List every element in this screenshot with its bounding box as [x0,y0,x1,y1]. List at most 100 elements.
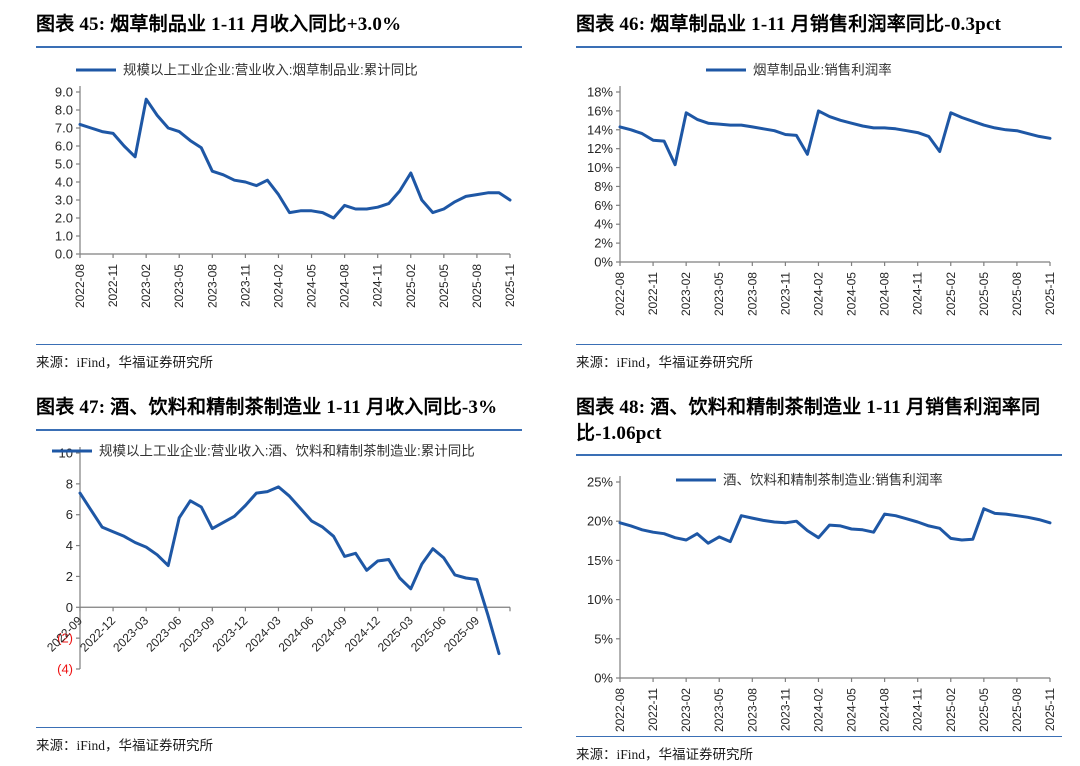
y-tick-label: 7.0 [55,120,73,135]
x-tick-label: 2022-12 [77,613,118,654]
y-tick-label: 9.0 [55,84,73,99]
figure-46-line-chart: 0% 2% 4% 6% 8% 10% 12% 14% 16% 18% 2022-08 2022-11 2… [587,61,1057,316]
x-tick-label: 2023-11 [778,271,792,314]
x-tick-label: 2025-11 [1043,271,1057,314]
x-tick-label: 2023-06 [143,613,184,654]
x-tick-label: 2022-11 [106,263,120,306]
y-tick-label: 14% [587,122,613,137]
figure-47-source: 来源：iFind，华福证券研究所 [36,727,522,754]
x-tick-label: 2024-11 [911,688,925,731]
y-tick-label: 5% [594,632,613,647]
y-tick-label: 1.0 [55,228,73,243]
figure-48-chart-wrap: 0% 5% 10% 15% 20% 25% 2022-08 2022-11 2023-02 202… [576,466,1062,736]
figure-45-title: 图表 45: 烟草制品业 1-11 月收入同比+3.0% [36,12,522,48]
panel-figure-45: 图表 45: 烟草制品业 1-11 月收入同比+3.0% 0.0 1.0 2.0 3.… [0,0,540,383]
figure-45-chart-wrap: 0.0 1.0 2.0 3.0 4.0 5.0 6.0 7.0 8.0 9.0 2022-08 202… [36,58,522,320]
y-tick-label: 4% [594,216,613,231]
figure-48-line-chart: 0% 5% 10% 15% 20% 25% 2022-08 2022-11 2023-02 202… [587,472,1057,733]
series-line [618,109,1052,166]
x-tick-label: 2023-05 [712,688,726,732]
panel-figure-46: 图表 46: 烟草制品业 1-11 月销售利润率同比-0.3pct 0% 2% 4%… [540,0,1080,383]
figure-48-title: 图表 48: 酒、饮料和精制茶制造业 1-11 月销售利润率同比-1.06pct [576,395,1062,457]
x-tick-label: 2024-12 [342,613,383,654]
x-tick-label: 2023-02 [139,263,153,307]
x-tick-label: 2024-08 [878,688,892,732]
x-tick-label: 2024-05 [845,688,859,732]
y-tick-label: 10 [59,445,73,460]
y-tick-label: 6% [594,197,613,212]
legend-label: 酒、饮料和精制茶制造业:销售利润率 [723,472,943,488]
x-tick-label: 2023-11 [778,688,792,731]
y-tick-label: 8% [594,179,613,194]
x-tick-label: 2025-08 [470,263,484,307]
y-tick-label: 0% [594,254,613,269]
x-tick-label: 2023-09 [176,613,217,654]
y-tick-label: 8 [66,476,73,491]
x-tick-label: 2023-08 [745,688,759,732]
y-tick-label: 10% [587,592,613,607]
panel-figure-47: 图表 47: 酒、饮料和精制茶制造业 1-11 月收入同比-3% (4) (2) 0… [0,383,540,766]
x-tick-label: 2025-05 [977,271,991,315]
x-tick-label: 2024-09 [309,613,350,654]
figure-48-source: 来源：iFind，华福证券研究所 [576,736,1062,763]
x-tick-label: 2023-11 [238,263,252,306]
x-tick-label: 2022-08 [613,688,627,732]
x-tick-label: 2022-09 [44,613,85,654]
x-tick-label: 2024-11 [371,263,385,306]
figure-46-source: 来源：iFind，华福证券研究所 [576,344,1062,371]
y-tick-label: 15% [587,553,613,568]
y-tick-label: 2 [66,569,73,584]
y-tick-label: 5.0 [55,156,73,171]
y-tick-label: 6.0 [55,138,73,153]
y-tick-label: 4.0 [55,174,73,189]
x-tick-label: 2025-11 [1043,688,1057,731]
y-tick-label: 3.0 [55,192,73,207]
x-tick-label: 2023-12 [209,613,250,654]
y-tick-label: (4) [57,661,73,676]
y-tick-label: 18% [587,84,613,99]
x-tick-label: 2024-02 [811,271,825,315]
x-tick-label: 2023-05 [172,263,186,307]
x-tick-label: 2023-02 [679,271,693,315]
x-tick-label: 2023-02 [679,688,693,732]
x-tick-label: 2025-02 [404,263,418,307]
series-line [78,97,512,220]
x-tick-label: 2024-11 [911,271,925,314]
figure-45-line-chart: 0.0 1.0 2.0 3.0 4.0 5.0 6.0 7.0 8.0 9.0 2022-08 202… [55,61,517,308]
x-tick-label: 2025-06 [408,613,449,654]
x-tick-label: 2025-08 [1010,688,1024,732]
y-tick-label: 10% [587,160,613,175]
x-tick-label: 2025-05 [977,688,991,732]
y-tick-label: (2) [57,630,73,645]
y-tick-label: 12% [587,141,613,156]
x-tick-label: 2024-05 [305,263,319,307]
figure-45-source: 来源：iFind，华福证券研究所 [36,344,522,371]
x-tick-label: 2025-11 [503,263,517,306]
x-tick-label: 2025-09 [441,613,482,654]
y-tick-label: 4 [66,538,73,553]
y-tick-label: 16% [587,103,613,118]
legend-label: 烟草制品业:销售利润率 [753,61,892,77]
x-tick-label: 2024-06 [276,613,317,654]
x-tick-label: 2024-03 [243,613,284,654]
y-tick-label: 6 [66,507,73,522]
x-tick-label: 2023-08 [745,271,759,315]
y-tick-label: 0 [66,599,73,614]
x-tick-label: 2025-08 [1010,271,1024,315]
legend-label: 规模以上工业企业:营业收入:烟草制品业:累计同比 [123,61,418,77]
x-tick-label: 2024-02 [271,263,285,307]
x-tick-label: 2024-05 [845,271,859,315]
figure-46-title: 图表 46: 烟草制品业 1-11 月销售利润率同比-0.3pct [576,12,1062,48]
y-tick-label: 2% [594,235,613,250]
figure-46-chart-wrap: 0% 2% 4% 6% 8% 10% 12% 14% 16% 18% 2022-08 2022-11 2… [576,58,1062,328]
x-tick-label: 2025-02 [944,688,958,732]
legend-label: 规模以上工业企业:营业收入:酒、饮料和精制茶制造业:累计同比 [99,442,475,458]
x-tick-label: 2022-11 [646,688,660,731]
x-tick-label: 2023-03 [110,613,151,654]
y-tick-label: 0.0 [55,246,73,261]
x-tick-label: 2022-11 [646,271,660,314]
y-tick-label: 0% [594,671,613,686]
x-tick-label: 2023-05 [712,271,726,315]
x-tick-label: 2022-08 [73,263,87,307]
